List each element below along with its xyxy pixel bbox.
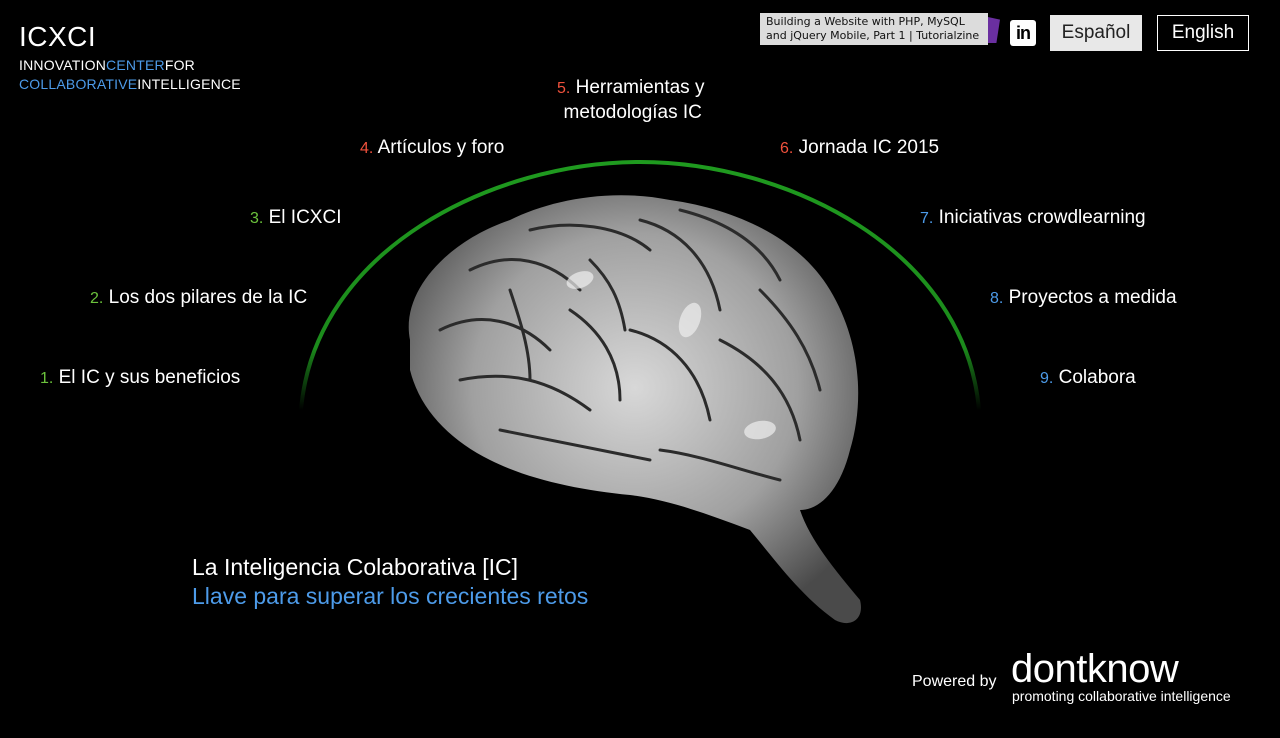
menu-item-number: 8. xyxy=(990,290,1004,307)
menu-item-9[interactable]: 9. Colabora xyxy=(1040,366,1136,391)
tagline-heading: La Inteligencia Colaborativa [IC] xyxy=(192,554,519,580)
menu-item-number: 7. xyxy=(920,210,934,227)
menu-item-7[interactable]: 7. Iniciativas crowdlearning xyxy=(920,206,1146,231)
brand-tagline: promoting collaborative intelligence xyxy=(1012,688,1231,704)
dontknow-logo-link[interactable]: dontknow promoting collaborative intelli… xyxy=(1011,647,1231,704)
tagline: La Inteligencia Colaborativa [IC] Llave … xyxy=(192,553,588,611)
menu-item-number: 1. xyxy=(40,370,54,387)
menu-item-number: 4. xyxy=(360,140,374,157)
menu-item-1[interactable]: 1. El IC y sus beneficios xyxy=(40,366,240,391)
menu-item-number: 5. xyxy=(557,80,571,97)
linkedin-icon[interactable]: in xyxy=(1010,20,1036,46)
logo-subtitle: INNOVATIONCENTERFOR COLLABORATIVEINTELLI… xyxy=(19,56,241,94)
menu-item-6[interactable]: 6. Jornada IC 2015 xyxy=(780,136,939,161)
browser-tooltip: Building a Website with PHP, MySQL and j… xyxy=(760,13,988,45)
menu-item-label: Los dos pilares de la IC xyxy=(108,287,308,308)
menu-item-label: Jornada IC 2015 xyxy=(798,137,940,158)
language-spanish-button[interactable]: Español xyxy=(1050,15,1142,51)
menu-item-number: 3. xyxy=(250,210,264,227)
menu-item-2[interactable]: 2. Los dos pilares de la IC xyxy=(90,286,307,311)
menu-item-label: Colabora xyxy=(1058,367,1136,388)
tagline-subheading: Llave para superar los crecientes retos xyxy=(192,583,589,609)
menu-item-number: 2. xyxy=(90,290,104,307)
logo-word-center: CENTER xyxy=(106,57,165,73)
brain-hands-image xyxy=(408,195,861,624)
menu-item-5[interactable]: 5. Herramientas y metodologías IC xyxy=(557,76,704,125)
powered-by-label: Powered by xyxy=(912,673,997,690)
green-arc xyxy=(299,159,981,411)
social-icon-partial[interactable] xyxy=(988,17,1000,43)
logo-subtitle-line2: COLLABORATIVEINTELLIGENCE xyxy=(19,75,241,94)
language-english-button[interactable]: English xyxy=(1157,15,1249,51)
menu-item-label: Proyectos a medida xyxy=(1008,287,1177,308)
menu-item-4[interactable]: 4. Artículos y foro xyxy=(360,136,504,161)
logo-word-collaborative: COLLABORATIVE xyxy=(19,76,138,92)
site-logo[interactable]: ICXCI INNOVATIONCENTERFOR COLLABORATIVEI… xyxy=(19,22,241,94)
menu-item-number: 6. xyxy=(780,140,794,157)
logo-subtitle-line1: INNOVATIONCENTERFOR xyxy=(19,56,241,75)
brand-name: dontknow xyxy=(1011,647,1179,691)
menu-item-label-line2: metodologías IC xyxy=(563,102,702,123)
menu-item-label: Iniciativas crowdlearning xyxy=(938,207,1146,228)
menu-item-number: 9. xyxy=(1040,370,1054,387)
menu-item-label: El ICXCI xyxy=(268,207,342,228)
logo-word-for: FOR xyxy=(164,57,195,73)
logo-word-intelligence: INTELLIGENCE xyxy=(137,76,241,92)
logo-title: ICXCI xyxy=(19,21,97,52)
menu-item-label: El IC y sus beneficios xyxy=(58,367,241,388)
menu-item-label: Herramientas y xyxy=(575,77,705,98)
menu-item-3[interactable]: 3. El ICXCI xyxy=(250,206,341,231)
logo-word-innovation: INNOVATION xyxy=(19,57,107,73)
menu-item-8[interactable]: 8. Proyectos a medida xyxy=(990,286,1177,311)
menu-item-label-line1: 5. Herramientas y xyxy=(557,76,704,101)
menu-item-label: Artículos y foro xyxy=(377,137,505,158)
